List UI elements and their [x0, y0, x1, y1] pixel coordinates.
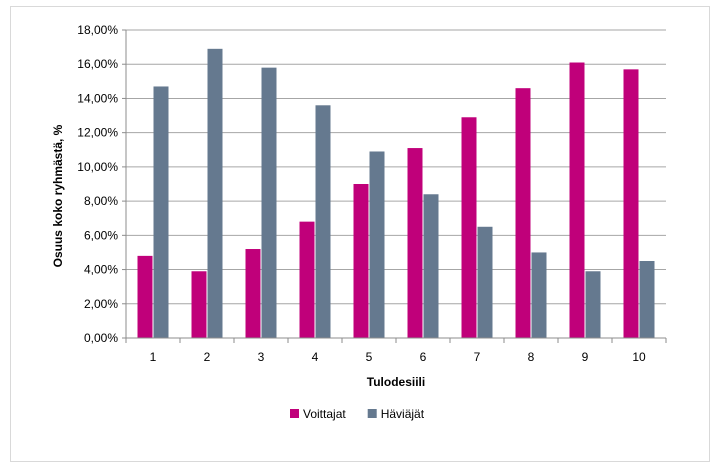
y-tick-label: 2,00%	[84, 297, 118, 311]
x-tick-labels: 1 2 3 4 5 6 7 8 9 10	[150, 350, 646, 364]
bar-voittajat-3	[245, 249, 261, 338]
y-tick-label: 0,00%	[84, 331, 118, 345]
x-tick-label: 1	[150, 350, 157, 364]
bar-voittajat-6	[407, 148, 423, 338]
axes	[122, 29, 667, 343]
legend-swatch	[367, 409, 377, 418]
bar-voittajat-2	[191, 271, 207, 338]
bar-voittajat-10	[623, 69, 639, 338]
x-tick-label: 3	[258, 350, 265, 364]
x-tick-label: 5	[366, 350, 373, 364]
y-tick-label: 4,00%	[84, 263, 118, 277]
bar-voittajat-5	[353, 184, 369, 338]
x-tick-label: 4	[312, 350, 319, 364]
bar-haviajat-8	[531, 252, 547, 338]
legend: Voittajat Häviäjät	[290, 407, 425, 421]
legend-label: Häviäjät	[381, 407, 425, 421]
y-tick-label: 10,00%	[77, 160, 118, 174]
x-tick-label: 2	[204, 350, 211, 364]
legend-label: Voittajat	[303, 407, 346, 421]
bar-haviajat-3	[261, 67, 277, 339]
bar-haviajat-6	[423, 194, 439, 338]
legend-swatch	[290, 409, 299, 418]
bar-haviajat-4	[315, 105, 331, 339]
bar-voittajat-9	[569, 62, 585, 339]
bar-haviajat-9	[585, 271, 601, 338]
x-axis-title: Tulodesiili	[367, 375, 425, 389]
y-tick-label: 6,00%	[84, 228, 118, 242]
bar-voittajat-1	[137, 255, 153, 338]
y-tick-label: 12,00%	[77, 126, 118, 140]
bar-haviajat-5	[369, 151, 385, 338]
bar-haviajat-10	[639, 261, 655, 338]
x-tick-label: 10	[632, 350, 646, 364]
y-tick-label: 18,00%	[77, 23, 118, 37]
x-tick-label: 7	[474, 350, 481, 364]
y-tick-label: 8,00%	[84, 194, 118, 208]
y-tick-label: 14,00%	[77, 91, 118, 105]
bar-haviajat-2	[207, 48, 223, 338]
y-tick-label: 16,00%	[77, 57, 118, 71]
bar-haviajat-1	[153, 86, 169, 338]
bar-voittajat-4	[299, 221, 315, 338]
bar-voittajat-8	[515, 88, 531, 338]
x-tick-label: 9	[582, 350, 589, 364]
x-tick-label: 8	[528, 350, 535, 364]
bars	[137, 48, 655, 339]
y-tick-labels: 0,00% 2,00% 4,00% 6,00% 8,00% 10,00% 12,00% 14,…	[77, 23, 118, 345]
bar-haviajat-7	[477, 226, 493, 338]
y-axis-title: Osuus koko ryhmästä, %	[51, 124, 65, 267]
x-tick-label: 6	[420, 350, 427, 364]
bar-voittajat-7	[461, 117, 477, 339]
grid-lines	[126, 29, 666, 305]
